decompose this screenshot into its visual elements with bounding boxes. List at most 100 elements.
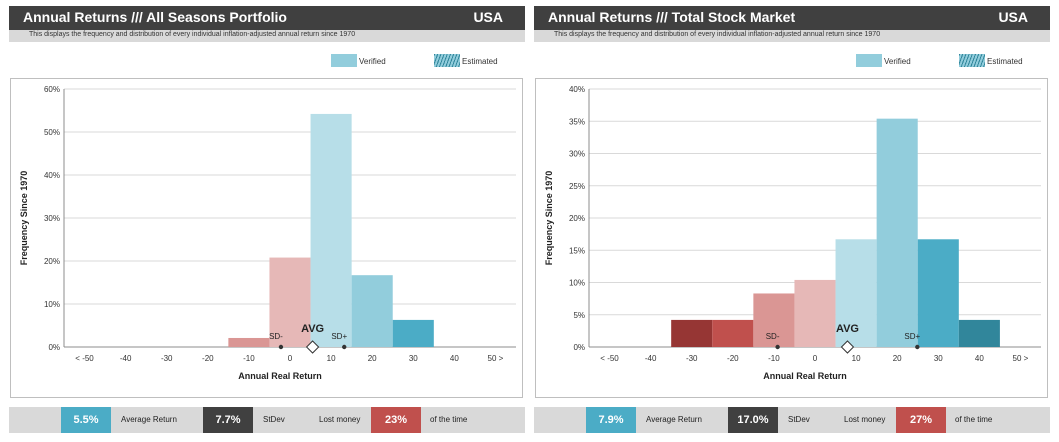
stdev-label: StDev	[788, 415, 810, 424]
x-tick-label: 30	[934, 354, 943, 363]
histogram-chart: 0% 5% 10% 15% 20% 25% 30% 35% 40% < -50 -40 -30 -20 -…	[544, 85, 1041, 381]
x-tick-label: -40	[645, 354, 657, 363]
histogram-bar	[876, 118, 918, 347]
x-tick-label: -10	[243, 354, 255, 363]
legend-swatch-estimated	[959, 54, 985, 67]
y-tick-label: 30%	[569, 150, 585, 159]
subtitle-bar: This displays the frequency and distribu…	[9, 30, 525, 42]
lost-money-value: 23%	[371, 407, 421, 433]
lost-money-label: Lost money	[844, 415, 886, 424]
histogram-bar	[794, 279, 836, 347]
average-return-label: Average Return	[646, 415, 702, 424]
histogram-bar	[917, 239, 959, 347]
sd-plus-label: SD+	[331, 332, 347, 341]
avg-diamond-marker	[305, 340, 320, 354]
x-tick-label: 20	[893, 354, 902, 363]
x-axis-title: Annual Real Return	[238, 371, 322, 381]
histogram-bar	[310, 113, 352, 347]
y-tick-label: 30%	[44, 214, 60, 223]
histogram-chart: 0% 10% 20% 30% 40% 50% 60% < -50 -40 -30 -20 -10 0 10…	[19, 85, 516, 381]
histogram-bar	[958, 319, 1000, 347]
chart-subtitle: This displays the frequency and distribu…	[29, 31, 356, 38]
x-tick-label: 0	[813, 354, 818, 363]
y-tick-label: 20%	[44, 257, 60, 266]
stats-bar: 7.9% Average Return 17.0% StDev Lost mon…	[534, 407, 1050, 433]
x-tick-label: 50 >	[488, 354, 504, 363]
y-tick-label: 0%	[573, 343, 585, 352]
chart-subtitle: This displays the frequency and distribu…	[554, 31, 881, 38]
chart-title: Annual Returns /// Total Stock Market	[548, 9, 796, 25]
x-tick-label: < -50	[600, 354, 619, 363]
x-tick-label: < -50	[75, 354, 94, 363]
x-tick-label: -30	[161, 354, 173, 363]
average-return-label: Average Return	[121, 415, 177, 424]
stdev-value: 7.7%	[203, 407, 253, 433]
y-tick-label: 15%	[569, 246, 585, 255]
legend-label-estimated: Estimated	[987, 57, 1023, 66]
sd-plus-dot	[915, 344, 920, 350]
histogram-bar	[712, 319, 754, 347]
of-the-time-label: of the time	[955, 415, 993, 424]
y-tick-label: 50%	[44, 128, 60, 137]
histogram-bar	[392, 319, 434, 347]
chart-title: Annual Returns /// All Seasons Portfolio	[23, 9, 287, 25]
sd-minus-label: SD-	[766, 332, 780, 341]
x-tick-label: 20	[368, 354, 377, 363]
histogram-bar	[835, 239, 877, 347]
y-tick-label: 10%	[569, 279, 585, 288]
legend-swatch-estimated	[434, 54, 460, 67]
histogram-bar	[269, 257, 311, 347]
x-tick-label: 50 >	[1013, 354, 1029, 363]
x-tick-label: 40	[975, 354, 984, 363]
chart-area: 0% 10% 20% 30% 40% 50% 60% < -50 -40 -30 -20 -10 0 10…	[10, 78, 523, 398]
legend-swatch-verified	[331, 54, 357, 67]
title-bar: Annual Returns /// Total Stock Market US…	[534, 6, 1050, 30]
stdev-value: 17.0%	[728, 407, 778, 433]
panel-all-seasons: Annual Returns /// All Seasons Portfolio…	[9, 6, 525, 438]
y-tick-label: 5%	[573, 311, 585, 320]
sd-minus-label: SD-	[269, 332, 283, 341]
x-tick-label: 30	[409, 354, 418, 363]
y-tick-label: 0%	[48, 343, 60, 352]
stdev-label: StDev	[263, 415, 285, 424]
subtitle-bar: This displays the frequency and distribu…	[534, 30, 1050, 42]
sd-minus-dot	[775, 344, 780, 350]
average-return-value: 7.9%	[586, 407, 636, 433]
x-axis-title: Annual Real Return	[763, 371, 847, 381]
legend-label-verified: Verified	[359, 57, 386, 66]
country-label: USA	[473, 9, 503, 25]
of-the-time-label: of the time	[430, 415, 468, 424]
stats-bar: 5.5% Average Return 7.7% StDev Lost mone…	[9, 407, 525, 433]
legend-swatch-verified	[856, 54, 882, 67]
y-axis-title: Frequency Since 1970	[544, 171, 554, 266]
y-tick-label: 25%	[569, 182, 585, 191]
histogram-bar	[671, 319, 713, 347]
x-tick-label: 0	[288, 354, 293, 363]
title-bar: Annual Returns /// All Seasons Portfolio…	[9, 6, 525, 30]
country-label: USA	[998, 9, 1028, 25]
x-tick-label: -10	[768, 354, 780, 363]
y-tick-label: 10%	[44, 300, 60, 309]
histogram-bar	[753, 293, 795, 347]
lost-money-value: 27%	[896, 407, 946, 433]
x-tick-label: -30	[686, 354, 698, 363]
legend-label-verified: Verified	[884, 57, 911, 66]
legend: Verified Estimated	[534, 54, 1050, 68]
histogram-bar	[351, 275, 393, 347]
legend-label-estimated: Estimated	[462, 57, 498, 66]
sd-plus-label: SD+	[904, 332, 920, 341]
histogram-bar	[228, 337, 270, 347]
lost-money-label: Lost money	[319, 415, 361, 424]
x-tick-label: -20	[727, 354, 739, 363]
sd-minus-dot	[278, 344, 284, 350]
avg-label: AVG	[301, 323, 324, 335]
y-tick-label: 60%	[44, 85, 60, 94]
y-tick-label: 35%	[569, 117, 585, 126]
legend: Verified Estimated	[9, 54, 525, 68]
y-tick-label: 20%	[569, 214, 585, 223]
chart-area: 0% 5% 10% 15% 20% 25% 30% 35% 40% < -50 -40 -30 -20 -…	[535, 78, 1048, 398]
y-axis-title: Frequency Since 1970	[19, 171, 29, 266]
x-tick-label: 10	[327, 354, 336, 363]
avg-label: AVG	[836, 323, 859, 335]
x-tick-label: -40	[120, 354, 132, 363]
